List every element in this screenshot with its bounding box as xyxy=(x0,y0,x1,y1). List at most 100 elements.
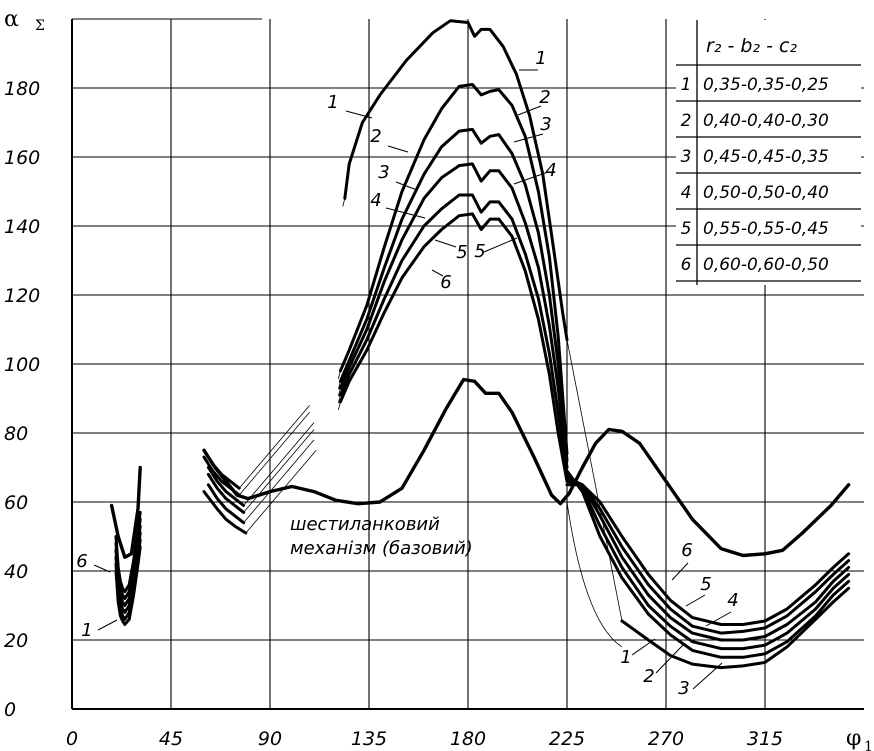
x-axis-label: φ xyxy=(846,726,861,751)
series-lines xyxy=(109,19,851,670)
series-2-right-line xyxy=(565,469,851,659)
series-label-leader xyxy=(387,145,409,153)
series-2-mid-line xyxy=(202,455,241,497)
series-5-right-line xyxy=(565,479,851,635)
series-label-1: 1 xyxy=(327,92,338,113)
series-6-mid-line xyxy=(202,490,248,535)
y-axis-title: α Σ xyxy=(4,7,45,34)
table-background xyxy=(676,20,861,285)
series-1-main-line xyxy=(343,19,569,342)
y-tick-label: 80 xyxy=(4,423,28,445)
series-label-leader xyxy=(517,105,542,116)
series-label-leader xyxy=(483,237,518,253)
series-3-main-line xyxy=(338,127,569,463)
series-1-right-line xyxy=(620,586,851,670)
table-row-number: 1 xyxy=(681,75,692,95)
y-tick-label: 20 xyxy=(4,630,28,652)
table-row-value: 0,55-0,55-0,45 xyxy=(703,219,829,239)
series-label-1: 1 xyxy=(81,620,92,641)
series-label-1: 1 xyxy=(535,48,546,69)
table-row-number: 4 xyxy=(681,183,692,203)
series-3-right-line xyxy=(565,472,851,651)
series-label-6: 6 xyxy=(440,272,451,293)
series-label-6: 6 xyxy=(681,540,692,561)
series-4-mid-line xyxy=(206,472,246,514)
series-3-mid-line xyxy=(206,466,246,507)
series-4-main-line xyxy=(338,162,569,469)
x-tick-label: 90 xyxy=(258,728,282,750)
series-label-6: 6 xyxy=(76,551,87,572)
series-label-leader xyxy=(431,269,444,277)
x-tick-label: 135 xyxy=(351,728,387,750)
x-tick-label: 225 xyxy=(549,728,585,750)
series-2-mid-thin xyxy=(238,412,310,496)
series-label-leader xyxy=(692,662,723,690)
series-label-leader xyxy=(705,611,732,627)
y-axis-label: α xyxy=(4,7,19,32)
series-label-2: 2 xyxy=(643,666,654,687)
axes xyxy=(71,19,864,710)
x-axis-title: φ 1 xyxy=(846,726,873,751)
series-label-leader xyxy=(97,619,118,631)
series-2-connector xyxy=(338,370,341,379)
series-4-mid-thin xyxy=(243,429,315,513)
series-6-main-line xyxy=(338,212,569,483)
series-6-mid-thin xyxy=(245,449,317,534)
y-tick-label: 40 xyxy=(4,561,28,583)
series-label-leader xyxy=(434,239,457,248)
y-tick-label: 60 xyxy=(4,492,28,514)
series-1-connector xyxy=(342,198,346,207)
series-label-3: 3 xyxy=(540,114,551,135)
annotation-line-1: шестиланковий xyxy=(290,514,440,535)
series-1-mid-line xyxy=(202,448,241,490)
series-label-5: 5 xyxy=(474,241,485,262)
y-tick-label: 180 xyxy=(4,78,40,100)
series-label-leader xyxy=(685,594,706,607)
series-label-2: 2 xyxy=(539,87,550,108)
x-tick-label: 315 xyxy=(747,728,783,750)
series-label-3: 3 xyxy=(678,678,689,699)
series-label-leader xyxy=(655,644,684,674)
y-tick-label: 120 xyxy=(4,285,40,307)
series-label-5: 5 xyxy=(456,242,467,263)
series-label-leader xyxy=(385,207,426,219)
series-label-leader xyxy=(671,562,689,581)
table-row-value: 0,45-0,45-0,35 xyxy=(703,147,829,167)
table-row-number: 2 xyxy=(681,111,692,131)
x-tick-label: 180 xyxy=(450,728,486,750)
series-5-mid-thin xyxy=(243,439,315,523)
x-tick-label: 45 xyxy=(159,728,183,750)
series-1-mid-thin xyxy=(238,405,310,489)
base-series-line xyxy=(109,465,142,559)
series-label-leader xyxy=(631,638,656,656)
series-label-4: 4 xyxy=(370,190,381,211)
series-label-5: 5 xyxy=(700,574,711,595)
y-tick-label: 0 xyxy=(4,699,16,721)
table-row-number: 5 xyxy=(681,219,692,239)
table-row-value: 0,60-0,60-0,50 xyxy=(703,255,829,275)
y-axis-subscript: Σ xyxy=(35,18,45,34)
base-series-line xyxy=(202,377,851,558)
table-rows: 1 0,35-0,35-0,25 2 0,40-0,40-0,30 3 0,45-0,45… xyxy=(676,64,861,282)
series-4-right-line xyxy=(565,476,851,642)
series-6-right-line xyxy=(565,483,851,626)
series-6-connector xyxy=(338,401,341,411)
series-2-main-line xyxy=(338,83,569,456)
series-5-mid-line xyxy=(206,483,246,525)
table-row-number: 3 xyxy=(681,147,692,167)
series-6-left-line xyxy=(114,510,142,594)
base-annotation: шестиланковий механізм (базовий) xyxy=(290,514,473,559)
series-5-connector xyxy=(338,394,341,404)
series-5-main-line xyxy=(338,193,569,476)
table-row-value: 0,40-0,40-0,30 xyxy=(703,111,829,131)
x-tick-label: 270 xyxy=(648,728,684,750)
series-4-connector xyxy=(338,388,341,397)
series-label-4: 4 xyxy=(727,590,738,611)
x-tick-label: 0 xyxy=(66,728,78,750)
series-label-1: 1 xyxy=(620,647,631,668)
series-3-mid-thin xyxy=(243,422,315,506)
annotation-line-2: механізм (базовий) xyxy=(290,538,473,559)
series-label-3: 3 xyxy=(378,162,389,183)
table-row-value: 0,35-0,35-0,25 xyxy=(703,75,829,95)
